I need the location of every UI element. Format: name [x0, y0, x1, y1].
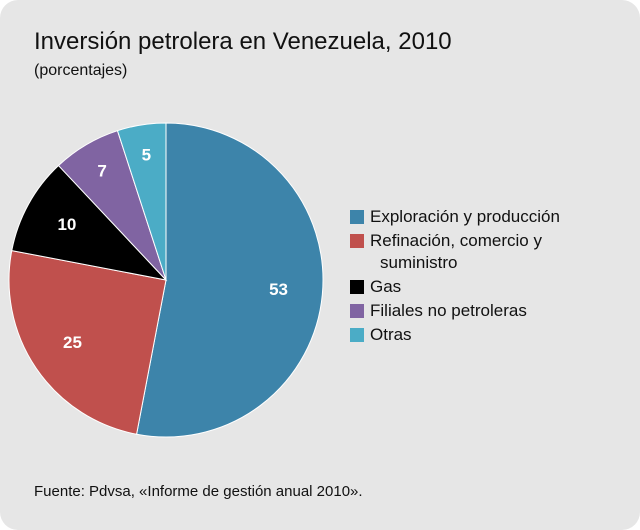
- legend-item: Gas: [350, 276, 592, 298]
- legend-swatch: [350, 234, 364, 248]
- pie-slice: [116, 122, 167, 281]
- data-label: 10: [57, 215, 76, 234]
- legend-swatch: [350, 328, 364, 342]
- chart-subtitle: (porcentajes): [34, 62, 128, 79]
- legend-label: Refinación, comercio y suministro: [370, 231, 542, 272]
- legend-label: Otras: [370, 325, 412, 344]
- legend-item: Filiales no petroleras: [350, 300, 592, 322]
- legend-label: Filiales no petroleras: [370, 301, 527, 320]
- legend-swatch: [350, 304, 364, 318]
- pie-slice: [8, 249, 167, 435]
- legend-item: Otras: [350, 324, 592, 346]
- data-label: 53: [269, 280, 288, 299]
- legend: Exploración y producción Refinación, come…: [350, 206, 592, 348]
- data-label: 7: [97, 161, 106, 180]
- chart-title: Inversión petrolera en Venezuela, 2010: [34, 28, 452, 55]
- pie-slice: [135, 122, 324, 438]
- legend-swatch: [350, 210, 364, 224]
- data-label: 5: [142, 145, 151, 164]
- legend-label: Exploración y producción: [370, 207, 560, 226]
- data-label: 25: [63, 333, 82, 352]
- legend-swatch: [350, 280, 364, 294]
- pie-slice: [11, 164, 168, 281]
- legend-item: Exploración y producción: [350, 206, 592, 228]
- legend-label: Gas: [370, 277, 402, 296]
- legend-item: Refinación, comercio y suministro: [350, 230, 592, 274]
- source-note: Fuente: Pdvsa, «Informe de gestión anual…: [34, 483, 363, 500]
